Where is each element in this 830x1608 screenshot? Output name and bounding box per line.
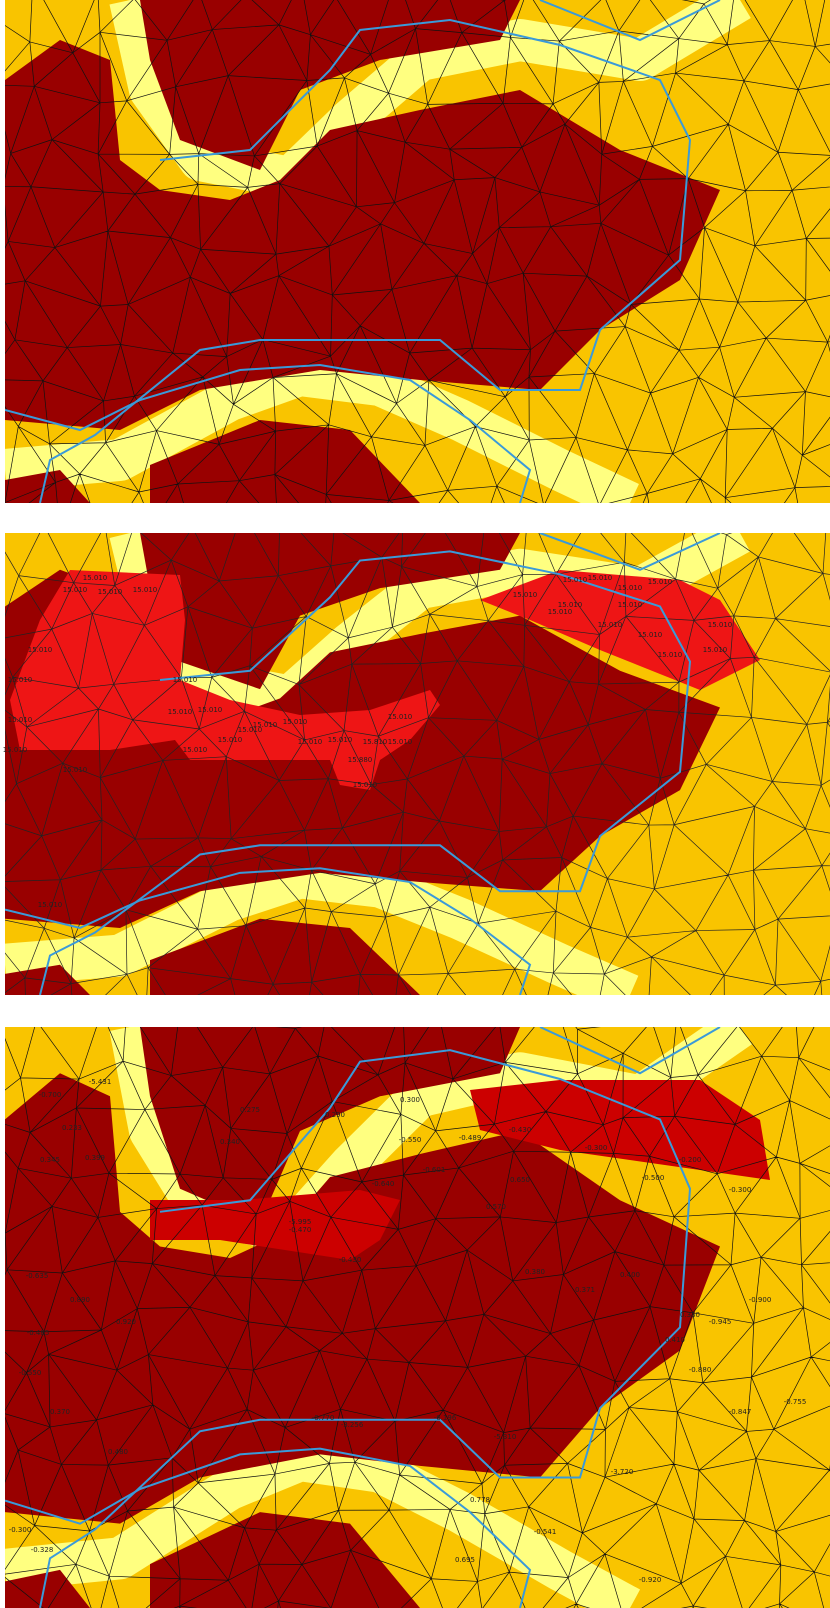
mesh-value-label: -5.310 [494, 1433, 517, 1441]
mesh-value-label: -0.770 [312, 1414, 335, 1422]
mesh-value-label: 0.340 [220, 1138, 240, 1146]
mesh-value-label: -0.541 [534, 1528, 557, 1536]
mesh-value-label: -0.755 [784, 1398, 807, 1406]
mesh-value-label: 15.010 [63, 766, 88, 774]
mesh-value-label: -0.880 [689, 1366, 712, 1374]
mesh-value-label: 0.370 [50, 1408, 70, 1416]
mesh-value-label: 0.890 [70, 1296, 90, 1304]
mesh-value-label: 0.778 [470, 1496, 490, 1504]
mesh-value-label: 0.330 [680, 1311, 700, 1319]
mesh-value-label: 0.380 [525, 1268, 545, 1276]
mesh-value-label: 15.010 [298, 738, 323, 746]
mesh-value-label: -0.430 [339, 1256, 362, 1264]
mesh-value-label: -6.196 [434, 1414, 457, 1422]
mesh-value-label: 15.010 [328, 736, 353, 744]
mesh-value-label: 0.695 [455, 1556, 475, 1564]
mesh-value-label: -3.256 [341, 1421, 364, 1429]
mesh-value-label: 15.010 [708, 621, 733, 629]
mesh-value-label: 15.880 [348, 756, 373, 764]
mesh-value-label: 15.010 [388, 738, 413, 746]
mesh-value-label: 0.399 [85, 1154, 105, 1162]
mesh-value-label: 15.010 [63, 586, 88, 594]
mesh-value-label: 15.810 [363, 738, 388, 746]
mesh-value-label: 15.010 [388, 713, 413, 721]
mesh-value-label: -0.920 [639, 1576, 662, 1584]
mesh-value-label: -0.300 [585, 1144, 608, 1152]
mesh-value-label: -5.995 [289, 1218, 312, 1226]
mesh-value-label: -0.485 [27, 1329, 50, 1337]
mesh-value-label: 15.010 [83, 574, 108, 582]
mesh-value-label: -0.640 [372, 1180, 395, 1188]
mesh-value-label: -0.900 [749, 1296, 772, 1304]
mesh-value-label: -0.200 [679, 1156, 702, 1164]
mesh-value-label: 15.010 [218, 736, 243, 744]
mesh-value-label: 15.010 [703, 646, 728, 654]
mesh-value-label: -0.500 [642, 1174, 665, 1182]
mesh-value-label: -0.700 [39, 1091, 62, 1099]
mesh-value-label: 15.010 [353, 781, 378, 789]
mesh-value-label: 15.010 [513, 591, 538, 599]
mesh-value-label: 15.010 [648, 578, 673, 586]
mesh-value-label: -0.847 [729, 1408, 752, 1416]
mesh-value-label: 15.010 [3, 746, 28, 754]
mesh-value-label: 15.010 [98, 588, 123, 596]
mesh-value-label: 15.010 [38, 901, 63, 909]
mesh-value-label: 0.345 [40, 1156, 60, 1164]
mesh-value-label: -5.431 [89, 1078, 112, 1086]
mesh-value-label: -0.550 [19, 1369, 42, 1377]
mesh-value-label: -0.550 [399, 1136, 422, 1144]
mesh-value-label: 0.480 [108, 1448, 128, 1456]
mesh-value-label: 0.400 [620, 1271, 640, 1279]
mesh-value-label: 0.410 [665, 1336, 685, 1344]
mesh-value-label: 15.010 [658, 651, 683, 659]
mesh-value-label: -0.430 [509, 1126, 532, 1134]
mesh-value-label: -0.300 [9, 1526, 32, 1534]
mesh-value-label: 15.010 [133, 586, 158, 594]
mesh-value-label: 15.010 [638, 631, 663, 639]
mesh-value-label: 15.010 [598, 621, 623, 629]
mesh-value-label: 0.650 [510, 1176, 530, 1184]
mesh-value-label: 0.290 [325, 1111, 345, 1119]
mesh-value-label: -0.300 [729, 1186, 752, 1194]
mesh-value-label: 15.010 [548, 608, 573, 616]
mesh-value-label: 15.010 [8, 676, 33, 684]
mesh-value-label: 0.300 [400, 1096, 420, 1104]
mesh-value-label: 0.570 [486, 1203, 506, 1211]
mesh-value-label: 15.010 [168, 708, 193, 716]
map-panel [0, 0, 830, 606]
mesh-value-label: 15.010 [173, 676, 198, 684]
mesh-value-label: -0.328 [31, 1546, 54, 1554]
map-panel [0, 508, 830, 1089]
mesh-value-label: -0.945 [709, 1318, 732, 1326]
mesh-value-label: 15.010 [198, 706, 223, 714]
mesh-value-label: 15.010 [563, 576, 588, 584]
mesh-value-label: -0.601 [423, 1166, 446, 1174]
mesh-value-label: -0.489 [459, 1134, 482, 1142]
mesh-value-label: 15.010 [8, 716, 33, 724]
mesh-value-label: -0.635 [26, 1272, 49, 1280]
mesh-value-label: -3.720 [611, 1468, 634, 1476]
map-panel [0, 1001, 830, 1608]
mesh-value-label: 15.010 [183, 746, 208, 754]
page: 15.010 15.010 15.010 15.010 15.010 15.010 15.0… [0, 0, 830, 1608]
mesh-value-label: 15.010 [588, 574, 613, 582]
mesh-value-label: 15.010 [283, 718, 308, 726]
mesh-value-label: 15.010 [618, 601, 643, 609]
mesh-value-label: 15.010 [28, 646, 53, 654]
mesh-value-label: 0.920 [116, 1318, 136, 1326]
mesh-value-label: 0.275 [240, 1106, 260, 1114]
mesh-value-label: 0.371 [575, 1286, 595, 1294]
mesh-value-label: 15.010 [618, 584, 643, 592]
map-screenshot: 15.010 15.010 15.010 15.010 15.010 15.010 15.0… [0, 0, 830, 1608]
mesh-value-label: 15.010 [253, 721, 278, 729]
mesh-value-label: 0.233 [62, 1124, 82, 1132]
mesh-value-label: -0.470 [289, 1226, 312, 1234]
